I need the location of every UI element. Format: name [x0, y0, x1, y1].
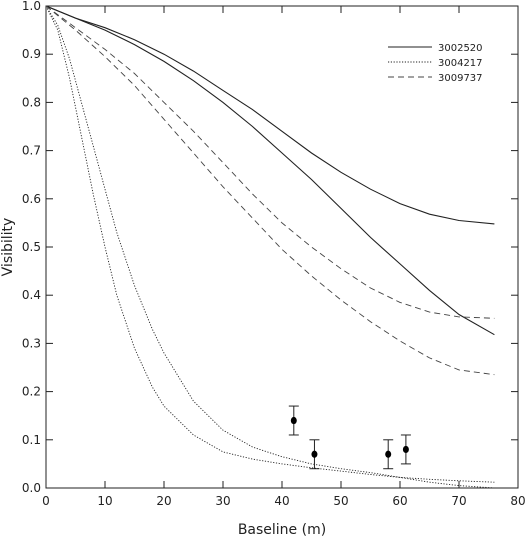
y-tick-label: 1.0: [22, 0, 41, 13]
y-tick-label: 0.0: [22, 481, 41, 495]
x-tick-label: 50: [333, 494, 348, 508]
legend-label: 3009737: [438, 73, 483, 84]
series-line-3002520-solid: [45, 5, 495, 336]
y-tick-label: 0.6: [22, 192, 41, 206]
y-tick-label: 0.1: [22, 433, 41, 447]
legend-label: 3004217: [438, 58, 483, 69]
axis-ticks: 0 10 20 30 40 50 60 70 80 0.0 0.1 0.2 0.3 0.4 0.5 0.6 0.…: [22, 0, 526, 508]
data-point: [290, 416, 297, 425]
series-line-3002520-solid: [45, 5, 495, 225]
series-line-3004217-dotted: [45, 5, 495, 489]
series-line-3004217-dotted: [45, 5, 495, 483]
model-curves: [45, 5, 495, 489]
x-tick-label: 20: [156, 494, 171, 508]
legend: 3002520 3004217 3009737: [388, 43, 483, 84]
measurement-points: [288, 405, 411, 470]
series-line-3009737-dashed: [45, 5, 495, 376]
y-tick-label: 0.5: [22, 240, 41, 254]
x-tick-label: 30: [215, 494, 230, 508]
x-tick-label: 0: [42, 494, 50, 508]
x-axis-label: Baseline (m): [238, 522, 326, 538]
y-axis-label: Visibility: [0, 218, 16, 277]
data-point: [311, 450, 318, 458]
x-tick-label: 80: [510, 494, 525, 508]
y-tick-label: 0.7: [22, 144, 41, 158]
x-tick-label: 10: [97, 494, 112, 508]
y-tick-label: 0.4: [22, 288, 41, 302]
x-tick-label: 70: [451, 494, 466, 508]
y-tick-label: 0.9: [22, 47, 41, 61]
x-tick-label: 40: [274, 494, 289, 508]
data-point: [385, 450, 392, 458]
y-tick-label: 0.3: [22, 336, 41, 350]
data-point: [402, 445, 409, 454]
x-tick-label: 60: [392, 494, 407, 508]
legend-label: 3002520: [438, 43, 483, 54]
y-tick-label: 0.8: [22, 95, 41, 109]
series-line-3009737-dashed: [45, 5, 495, 319]
y-tick-label: 0.2: [22, 385, 41, 399]
